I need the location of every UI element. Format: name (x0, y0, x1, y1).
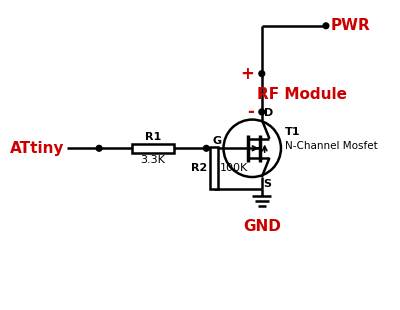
Text: +: + (240, 65, 254, 83)
Circle shape (259, 109, 265, 115)
Text: G: G (212, 136, 222, 146)
Text: GND: GND (243, 219, 281, 234)
Text: R1: R1 (144, 132, 161, 142)
Text: D: D (264, 108, 273, 118)
Text: R2: R2 (192, 163, 208, 173)
Circle shape (96, 145, 102, 151)
Circle shape (259, 71, 265, 77)
Text: N-Channel Mosfet: N-Channel Mosfet (285, 141, 378, 151)
Text: RF Module: RF Module (257, 87, 347, 102)
Text: 100K: 100K (220, 163, 248, 173)
Circle shape (323, 23, 329, 29)
Text: S: S (264, 179, 272, 189)
Text: T1: T1 (285, 127, 300, 137)
Bar (132, 144, 174, 153)
Circle shape (204, 145, 209, 151)
Bar (210, 147, 218, 189)
Text: ATtiny: ATtiny (10, 141, 65, 156)
Text: 3.3K: 3.3K (140, 154, 165, 165)
Text: PWR: PWR (331, 18, 370, 33)
Text: -: - (247, 103, 254, 121)
